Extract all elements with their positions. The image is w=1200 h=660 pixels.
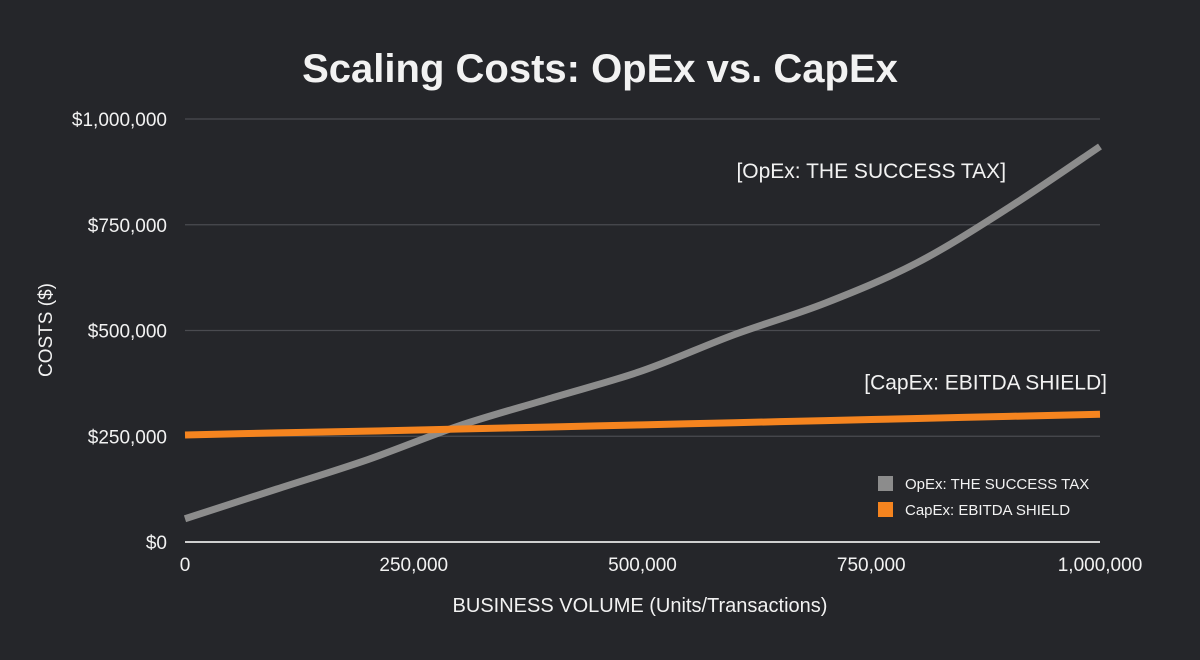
y-axis-label: COSTS ($)	[36, 283, 57, 377]
y-tick-label: $0	[146, 533, 167, 554]
y-tick-label: $250,000	[88, 427, 167, 448]
series-line-opex	[183, 143, 1102, 523]
legend-swatch	[878, 502, 893, 517]
x-tick-label: 500,000	[608, 555, 677, 576]
x-axis-label: BUSINESS VOLUME (Units/Transactions)	[453, 595, 828, 617]
series-line-capex	[184, 410, 1101, 439]
annotation: [OpEx: THE SUCCESS TAX]	[736, 160, 1006, 183]
legend-label: CapEx: EBITDA SHIELD	[905, 502, 1070, 519]
x-tick-label: 250,000	[379, 555, 448, 576]
x-tick-label: 0	[180, 555, 191, 576]
chart-title: Scaling Costs: OpEx vs. CapEx	[302, 47, 898, 91]
legend: OpEx: THE SUCCESS TAX CapEx: EBITDA SHIEL…	[878, 476, 1089, 519]
annotation: [CapEx: EBITDA SHIELD]	[864, 372, 1107, 395]
x-tick-label: 750,000	[837, 555, 906, 576]
legend-swatch	[878, 476, 893, 491]
y-tick-label: $500,000	[88, 322, 167, 343]
y-tick-label: $1,000,000	[72, 110, 167, 131]
x-tick-label: 1,000,000	[1058, 555, 1143, 576]
legend-label: OpEx: THE SUCCESS TAX	[905, 476, 1089, 493]
y-tick-label: $750,000	[88, 216, 167, 237]
